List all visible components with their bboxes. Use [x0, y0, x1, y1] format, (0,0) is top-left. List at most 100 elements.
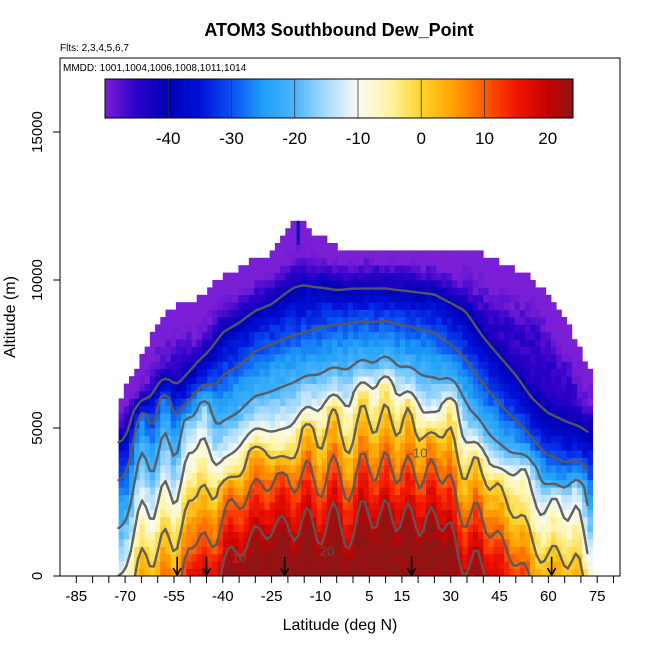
heatmap-cell	[217, 494, 224, 503]
heatmap-cell	[394, 309, 401, 318]
heatmap-cell	[514, 354, 521, 362]
heatmap-cell	[457, 354, 463, 362]
heatmap-cell	[118, 516, 125, 525]
heatmap-cell	[353, 494, 359, 503]
heatmap-cell	[556, 420, 562, 429]
heatmap-cell	[233, 376, 239, 384]
heatmap-cell	[524, 294, 531, 303]
heatmap-cell	[493, 516, 500, 525]
colorbar-swatch	[225, 79, 229, 118]
heatmap-cell	[504, 465, 510, 473]
heatmap-cell	[431, 265, 437, 273]
heatmap-cell	[316, 428, 323, 436]
heatmap-cell	[420, 568, 427, 576]
heatmap-cell	[488, 346, 495, 355]
heatmap-cell	[155, 465, 161, 473]
heatmap-cell	[326, 420, 333, 429]
heatmap-cell	[524, 280, 531, 288]
heatmap-cell	[446, 324, 453, 333]
heatmap-cell	[160, 442, 166, 451]
heatmap-cell	[134, 457, 140, 466]
heatmap-cell	[363, 420, 370, 429]
heatmap-cell	[160, 502, 166, 510]
heatmap-cell	[353, 442, 359, 451]
heatmap-cell	[436, 516, 442, 525]
heatmap-cell	[530, 524, 536, 532]
heatmap-cell	[431, 413, 437, 421]
heatmap-cell	[405, 442, 411, 451]
heatmap-cell	[425, 420, 432, 429]
heatmap-cell	[311, 546, 317, 555]
heatmap-cell	[285, 405, 291, 414]
heatmap-cell	[478, 294, 484, 303]
heatmap-cell	[285, 257, 291, 266]
heatmap-cell	[415, 302, 422, 310]
heatmap-cell	[535, 346, 541, 355]
heatmap-cell	[207, 487, 213, 495]
heatmap-cell	[181, 354, 187, 362]
heatmap-cell	[530, 420, 536, 429]
heatmap-cell	[300, 428, 307, 436]
heatmap-cell	[222, 354, 229, 362]
heatmap-cell	[238, 435, 245, 444]
heatmap-cell	[295, 428, 302, 436]
heatmap-cell	[300, 346, 307, 355]
colorbar-swatch	[525, 79, 530, 118]
heatmap-cell	[316, 546, 323, 555]
heatmap-cell	[274, 509, 281, 518]
heatmap-cell	[358, 302, 364, 310]
heatmap-cell	[504, 368, 510, 377]
heatmap-cell	[504, 272, 510, 281]
heatmap-cell	[368, 420, 375, 429]
heatmap-cell	[379, 257, 385, 266]
heatmap-cell	[373, 479, 380, 488]
heatmap-cell	[285, 361, 291, 370]
heatmap-cell	[347, 428, 354, 436]
heatmap-cell	[347, 531, 354, 540]
heatmap-cell	[405, 524, 411, 532]
heatmap-cell	[373, 391, 380, 399]
heatmap-cell	[571, 391, 578, 399]
heatmap-cell	[326, 339, 333, 347]
heatmap-cell	[123, 509, 130, 518]
heatmap-cell	[462, 494, 469, 503]
heatmap-cell	[228, 294, 234, 303]
heatmap-cell	[243, 435, 250, 444]
heatmap-cell	[431, 287, 437, 296]
heatmap-cell	[217, 435, 224, 444]
colorbar-swatch	[427, 79, 431, 118]
heatmap-cell	[165, 391, 172, 399]
heatmap-cell	[561, 317, 568, 325]
heatmap-cell	[243, 420, 250, 429]
heatmap-cell	[248, 553, 255, 562]
heatmap-cell	[222, 376, 229, 384]
heatmap-cell	[316, 487, 323, 495]
heatmap-cell	[175, 457, 182, 466]
heatmap-cell	[399, 531, 406, 540]
heatmap-cell	[155, 331, 161, 340]
heatmap-cell	[436, 391, 442, 399]
heatmap-cell	[561, 531, 568, 540]
heatmap-cell	[358, 487, 364, 495]
heatmap-cell	[254, 568, 260, 576]
heatmap-cell	[561, 331, 568, 340]
heatmap-cell	[191, 516, 198, 525]
heatmap-cell	[149, 413, 156, 421]
heatmap-cell	[488, 494, 495, 503]
heatmap-cell	[373, 435, 380, 444]
heatmap-cell	[129, 376, 135, 384]
colorbar-swatch	[456, 79, 460, 118]
heatmap-cell	[332, 294, 338, 303]
heatmap-cell	[540, 331, 547, 340]
heatmap-cell	[540, 546, 547, 555]
heatmap-cell	[478, 287, 484, 296]
heatmap-cell	[415, 294, 422, 303]
heatmap-cell	[295, 516, 302, 525]
heatmap-cell	[457, 280, 463, 288]
heatmap-cell	[530, 368, 536, 377]
heatmap-cell	[358, 442, 364, 451]
heatmap-cell	[389, 376, 396, 384]
heatmap-cell	[316, 420, 323, 429]
heatmap-cell	[524, 509, 531, 518]
